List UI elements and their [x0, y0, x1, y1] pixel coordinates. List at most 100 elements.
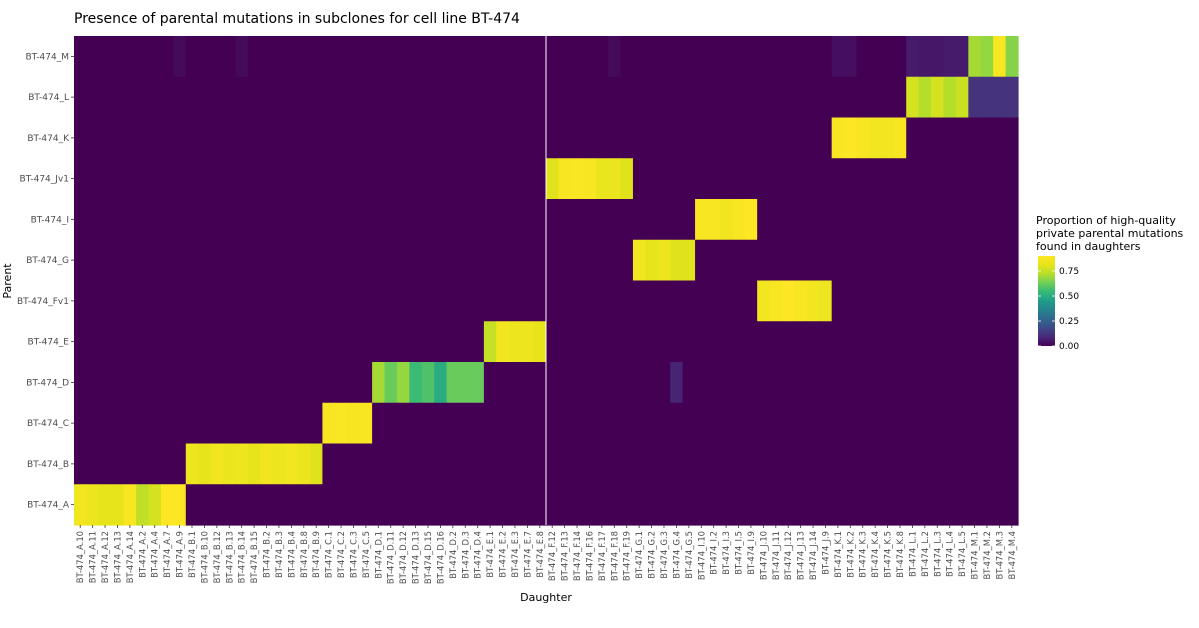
heatmap-cell: [98, 321, 112, 363]
x-tick-label: BT-474_M.4: [1007, 531, 1017, 580]
heatmap-cell: [893, 362, 907, 404]
heatmap-cell: [695, 36, 709, 78]
heatmap-cell: [570, 117, 584, 159]
heatmap-cell: [769, 199, 783, 241]
heatmap-cell: [123, 117, 137, 159]
heatmap-cell: [347, 321, 361, 363]
heatmap-cell: [74, 199, 88, 241]
heatmap-cell: [310, 199, 324, 241]
heatmap-cell: [595, 239, 609, 282]
x-tick-label: BT-474_A.2: [137, 531, 147, 578]
heatmap-cell: [285, 402, 299, 445]
heatmap-cell: [819, 199, 833, 241]
heatmap-cell: [955, 117, 969, 159]
heatmap-cell: [111, 402, 125, 445]
x-tick-label: BT-474_M.1: [970, 531, 980, 580]
x-tick-label: BT-474_B.2: [262, 531, 272, 578]
heatmap-cell: [111, 280, 125, 322]
heatmap-cell: [334, 402, 348, 445]
heatmap-cell: [943, 402, 957, 445]
heatmap-cell: [893, 36, 907, 78]
x-tick-label: BT-474_G.1: [634, 531, 644, 579]
heatmap-cell: [831, 321, 845, 363]
heatmap-cell: [1005, 158, 1019, 200]
heatmap-cell: [719, 321, 733, 363]
heatmap-cell: [955, 402, 969, 445]
heatmap-cell: [396, 158, 410, 200]
heatmap-cell: [471, 239, 485, 282]
heatmap-cell: [521, 362, 535, 404]
heatmap-cell: [347, 239, 361, 282]
heatmap-cell: [98, 239, 112, 282]
heatmap-cell: [757, 239, 771, 282]
heatmap-cell: [235, 239, 249, 282]
heatmap-cell: [707, 76, 721, 119]
x-tick-label: BT-474_L.5: [957, 531, 967, 577]
heatmap-cell: [123, 362, 137, 404]
heatmap-cell: [446, 117, 460, 159]
heatmap-cell: [446, 280, 460, 322]
heatmap-cell: [310, 280, 324, 322]
heatmap-cell: [297, 402, 311, 445]
heatmap-cell: [608, 362, 622, 404]
heatmap-cell: [322, 117, 336, 159]
heatmap-cell: [782, 76, 796, 119]
heatmap-cell: [247, 117, 261, 159]
heatmap-cell: [657, 443, 671, 485]
heatmap-cell: [533, 280, 547, 322]
heatmap-cell: [173, 443, 187, 485]
heatmap-cell: [260, 280, 274, 322]
heatmap-cell: [993, 443, 1007, 485]
heatmap-cell: [123, 76, 137, 119]
heatmap-cell: [906, 321, 920, 363]
heatmap-cell: [695, 362, 709, 404]
heatmap-cell: [608, 117, 622, 159]
heatmap-cell: [272, 36, 286, 78]
heatmap-cell: [794, 239, 808, 282]
heatmap-cell: [595, 280, 609, 322]
heatmap-cell: [260, 321, 274, 363]
heatmap-cell: [185, 362, 199, 404]
heatmap-cell: [136, 443, 150, 485]
heatmap-cell: [483, 117, 497, 159]
heatmap-cell: [980, 443, 994, 485]
x-tick-label: BT-474_I.2: [709, 531, 719, 575]
heatmap-cell: [483, 280, 497, 322]
heatmap-cell: [272, 484, 286, 526]
heatmap-cell: [757, 76, 771, 119]
x-tick-label: BT-474_A.7: [162, 531, 172, 578]
heatmap-cell: [844, 239, 858, 282]
legend-tick-label: 0.75: [1059, 267, 1079, 277]
heatmap-cell: [931, 443, 945, 485]
heatmap-cell: [123, 321, 137, 363]
heatmap-cell: [583, 443, 597, 485]
heatmap-cell: [682, 484, 696, 526]
heatmap-cell: [707, 402, 721, 445]
heatmap-cell: [173, 362, 187, 404]
heatmap-cell: [98, 443, 112, 485]
heatmap-cell: [185, 402, 199, 445]
heatmap-cell: [111, 158, 125, 200]
heatmap-cell: [707, 443, 721, 485]
heatmap-cell: [310, 443, 324, 485]
heatmap-cell: [359, 321, 373, 363]
heatmap-cell: [434, 402, 448, 445]
heatmap-cell: [483, 321, 497, 363]
heatmap-cell: [719, 443, 733, 485]
heatmap-cell: [906, 199, 920, 241]
heatmap-cell: [620, 158, 634, 200]
heatmap-cell: [434, 443, 448, 485]
heatmap-cell: [210, 402, 224, 445]
heatmap-cell: [260, 402, 274, 445]
heatmap-cell: [844, 484, 858, 526]
x-tick-label: BT-474_B.9: [311, 531, 321, 578]
heatmap-cell: [334, 117, 348, 159]
heatmap-cell: [111, 117, 125, 159]
x-tick-label: BT-474_M.3: [994, 531, 1004, 580]
heatmap-cell: [223, 280, 237, 322]
heatmap-cell: [931, 362, 945, 404]
heatmap-cell: [223, 321, 237, 363]
heatmap-cell: [844, 76, 858, 119]
heatmap-cell: [993, 239, 1007, 282]
heatmap-cell: [260, 443, 274, 485]
